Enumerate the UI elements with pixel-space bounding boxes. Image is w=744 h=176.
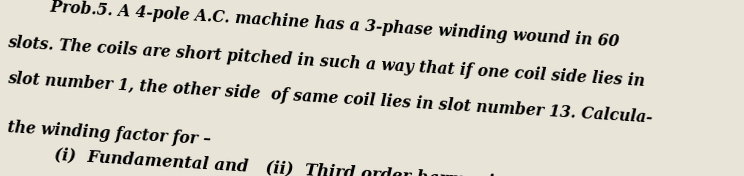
- Text: slot number 1, the other side  of same coil lies in slot number 13. Calcula-: slot number 1, the other side of same co…: [7, 70, 653, 127]
- Text: slots. The coils are short pitched in such a way that if one coil side lies in: slots. The coils are short pitched in su…: [7, 34, 646, 90]
- Text: (i)  Fundamental and   (ii)  Third order harmonic.: (i) Fundamental and (ii) Third order har…: [7, 143, 510, 176]
- Text: the winding factor for –: the winding factor for –: [7, 119, 212, 149]
- Text: Prob.5. A 4-pole A.C. machine has a 3-phase winding wound in 60: Prob.5. A 4-pole A.C. machine has a 3-ph…: [7, 0, 620, 50]
